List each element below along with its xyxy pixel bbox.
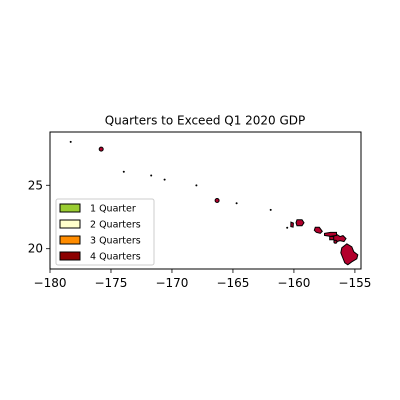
y-tick-label: 25	[28, 178, 43, 192]
island-kaula	[286, 226, 289, 229]
legend-swatch	[59, 203, 81, 213]
x-tick-label: −175	[94, 276, 127, 290]
island-lanai	[329, 235, 335, 241]
islands-layer	[69, 140, 359, 266]
island-pearl-and-hermes	[98, 146, 104, 152]
island-french-frigate-shoals	[214, 198, 220, 203]
island-kauai	[295, 219, 305, 227]
x-tick-label: −180	[34, 276, 67, 290]
y-tick-label: 20	[28, 242, 43, 256]
island-oahu	[313, 226, 323, 234]
legend-swatch	[59, 235, 81, 245]
legend-swatch	[59, 219, 81, 229]
legend-label: 4 Quarters	[90, 252, 141, 263]
island-kahoolawe	[333, 239, 338, 244]
legend-frame	[55, 198, 155, 266]
island-molokai	[324, 231, 337, 237]
island-kure	[69, 140, 72, 143]
x-tick-label: −160	[277, 276, 310, 290]
island-nihoa	[269, 208, 272, 211]
legend-label: 2 Quarters	[90, 220, 141, 231]
x-tick-label: −165	[216, 276, 249, 290]
legend-label: 3 Quarters	[90, 236, 141, 247]
map-title: Quarters to Exceed Q1 2020 GDP	[105, 114, 306, 128]
island-gardner-pinnacles	[195, 184, 198, 187]
island-hawaii	[340, 243, 359, 266]
legend-label: 1 Quarter	[90, 204, 136, 215]
x-tick-label: −155	[338, 276, 371, 290]
island-maro-reef	[163, 178, 166, 181]
island-laysan	[150, 174, 153, 177]
legend-swatch	[59, 251, 81, 261]
island-niihau	[290, 221, 294, 228]
x-axis: −180 −175 −170 −165 −160 −155	[34, 269, 371, 290]
island-necker	[235, 202, 238, 205]
plot-frame	[49, 131, 362, 270]
legend: 1 Quarter 2 Quarters 3 Quarters 4 Quarters	[55, 198, 155, 266]
island-lisianski	[122, 170, 125, 173]
x-tick-label: −170	[155, 276, 188, 290]
